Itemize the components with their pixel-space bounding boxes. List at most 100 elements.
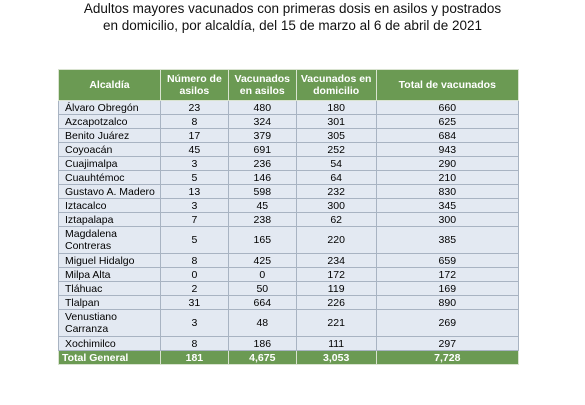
cell-asilos: 23 — [159, 100, 229, 115]
cell-vacunados-asilos: 598 — [227, 184, 297, 199]
cell-asilos: 8 — [159, 336, 229, 351]
cell-alcaldia: Milpa Alta — [58, 267, 161, 282]
cell-vacunados-domicilio: 234 — [295, 253, 377, 268]
cell-vacunados-domicilio: 62 — [295, 212, 377, 227]
table-row: Cuauhtémoc 5 146 64 210 — [58, 170, 520, 185]
cell-total: 169 — [375, 281, 520, 296]
cell-total: 659 — [375, 253, 520, 268]
vaccination-table: Alcaldía Número de asilos Vacunados en a… — [58, 69, 520, 365]
cell-total: 385 — [375, 226, 520, 254]
table-row: Tlalpan 31 664 226 890 — [58, 295, 520, 310]
cell-asilos: 31 — [159, 295, 229, 310]
total-row: Total General 181 4,675 3,053 7,728 — [58, 350, 520, 365]
cell-asilos: 8 — [159, 253, 229, 268]
cell-asilos: 7 — [159, 212, 229, 227]
cell-vacunados-asilos: 50 — [227, 281, 297, 296]
cell-total: 890 — [375, 295, 520, 310]
cell-total: 625 — [375, 114, 520, 129]
total-vacunados: 7,728 — [375, 350, 520, 365]
header-alcaldia: Alcaldía — [58, 69, 161, 101]
cell-alcaldia: Magdalena Contreras — [58, 226, 161, 254]
cell-vacunados-asilos: 165 — [227, 226, 297, 254]
cell-total: 684 — [375, 128, 520, 143]
cell-vacunados-domicilio: 54 — [295, 156, 377, 171]
cell-vacunados-domicilio: 64 — [295, 170, 377, 185]
cell-total: 300 — [375, 212, 520, 227]
table-row: Magdalena Contreras 5 165 220 385 — [58, 226, 520, 254]
total-vacunados-domicilio: 3,053 — [295, 350, 377, 365]
table-row: Iztapalapa 7 238 62 300 — [58, 212, 520, 227]
cell-alcaldia: Miguel Hidalgo — [58, 253, 161, 268]
header-vacunados-asilos: Vacunados en asilos — [227, 69, 297, 101]
cell-vacunados-asilos: 480 — [227, 100, 297, 115]
cell-total: 290 — [375, 156, 520, 171]
cell-vacunados-domicilio: 305 — [295, 128, 377, 143]
cell-vacunados-domicilio: 226 — [295, 295, 377, 310]
cell-total: 345 — [375, 198, 520, 213]
cell-vacunados-asilos: 238 — [227, 212, 297, 227]
table-header-row: Alcaldía Número de asilos Vacunados en a… — [58, 69, 520, 101]
header-vacunados-domicilio: Vacunados en domicilio — [295, 69, 377, 101]
cell-asilos: 2 — [159, 281, 229, 296]
cell-vacunados-domicilio: 232 — [295, 184, 377, 199]
table-row: Álvaro Obregón 23 480 180 660 — [58, 100, 520, 115]
cell-vacunados-domicilio: 111 — [295, 336, 377, 351]
table-row: Iztacalco 3 45 300 345 — [58, 198, 520, 213]
cell-total: 297 — [375, 336, 520, 351]
cell-vacunados-domicilio: 221 — [295, 309, 377, 337]
cell-vacunados-asilos: 324 — [227, 114, 297, 129]
table-row: Milpa Alta 0 0 172 172 — [58, 267, 520, 282]
cell-vacunados-asilos: 0 — [227, 267, 297, 282]
cell-vacunados-domicilio: 220 — [295, 226, 377, 254]
cell-vacunados-domicilio: 180 — [295, 100, 377, 115]
cell-vacunados-asilos: 186 — [227, 336, 297, 351]
page-title: Adultos mayores vacunados con primeras d… — [0, 0, 585, 34]
table-row: Xochimilco 8 186 111 297 — [58, 336, 520, 351]
cell-total: 660 — [375, 100, 520, 115]
title-line-1: Adultos mayores vacunados con primeras d… — [83, 1, 502, 16]
cell-asilos: 5 — [159, 170, 229, 185]
cell-total: 172 — [375, 267, 520, 282]
table-row: Benito Juárez 17 379 305 684 — [58, 128, 520, 143]
cell-alcaldia: Iztacalco — [58, 198, 161, 213]
cell-asilos: 3 — [159, 156, 229, 171]
cell-vacunados-asilos: 45 — [227, 198, 297, 213]
cell-total: 210 — [375, 170, 520, 185]
cell-asilos: 3 — [159, 309, 229, 337]
table-row: Coyoacán 45 691 252 943 — [58, 142, 520, 157]
cell-alcaldia: Benito Juárez — [58, 128, 161, 143]
cell-asilos: 0 — [159, 267, 229, 282]
cell-asilos: 17 — [159, 128, 229, 143]
table-row: Azcapotzalco 8 324 301 625 — [58, 114, 520, 129]
header-total: Total de vacunados — [375, 69, 520, 101]
table-row: Tláhuac 2 50 119 169 — [58, 281, 520, 296]
cell-total: 830 — [375, 184, 520, 199]
cell-alcaldia: Álvaro Obregón — [58, 100, 161, 115]
cell-alcaldia: Cuauhtémoc — [58, 170, 161, 185]
cell-vacunados-asilos: 379 — [227, 128, 297, 143]
table-row: Venustiano Carranza 3 48 221 269 — [58, 309, 520, 337]
total-asilos: 181 — [159, 350, 229, 365]
total-label: Total General — [58, 350, 161, 365]
cell-vacunados-asilos: 691 — [227, 142, 297, 157]
table-row: Cuajimalpa 3 236 54 290 — [58, 156, 520, 171]
total-vacunados-asilos: 4,675 — [227, 350, 297, 365]
cell-vacunados-asilos: 425 — [227, 253, 297, 268]
table-row: Miguel Hidalgo 8 425 234 659 — [58, 253, 520, 268]
cell-asilos: 13 — [159, 184, 229, 199]
cell-asilos: 5 — [159, 226, 229, 254]
cell-vacunados-domicilio: 300 — [295, 198, 377, 213]
cell-alcaldia: Cuajimalpa — [58, 156, 161, 171]
cell-alcaldia: Coyoacán — [58, 142, 161, 157]
title-line-2: en domicilio, por alcaldía, del 15 de ma… — [103, 18, 482, 33]
cell-alcaldia: Tlalpan — [58, 295, 161, 310]
cell-total: 269 — [375, 309, 520, 337]
cell-vacunados-asilos: 146 — [227, 170, 297, 185]
cell-asilos: 45 — [159, 142, 229, 157]
cell-vacunados-domicilio: 119 — [295, 281, 377, 296]
cell-asilos: 8 — [159, 114, 229, 129]
table-row: Gustavo A. Madero 13 598 232 830 — [58, 184, 520, 199]
cell-vacunados-domicilio: 301 — [295, 114, 377, 129]
cell-alcaldia: Venustiano Carranza — [58, 309, 161, 337]
cell-alcaldia: Xochimilco — [58, 336, 161, 351]
